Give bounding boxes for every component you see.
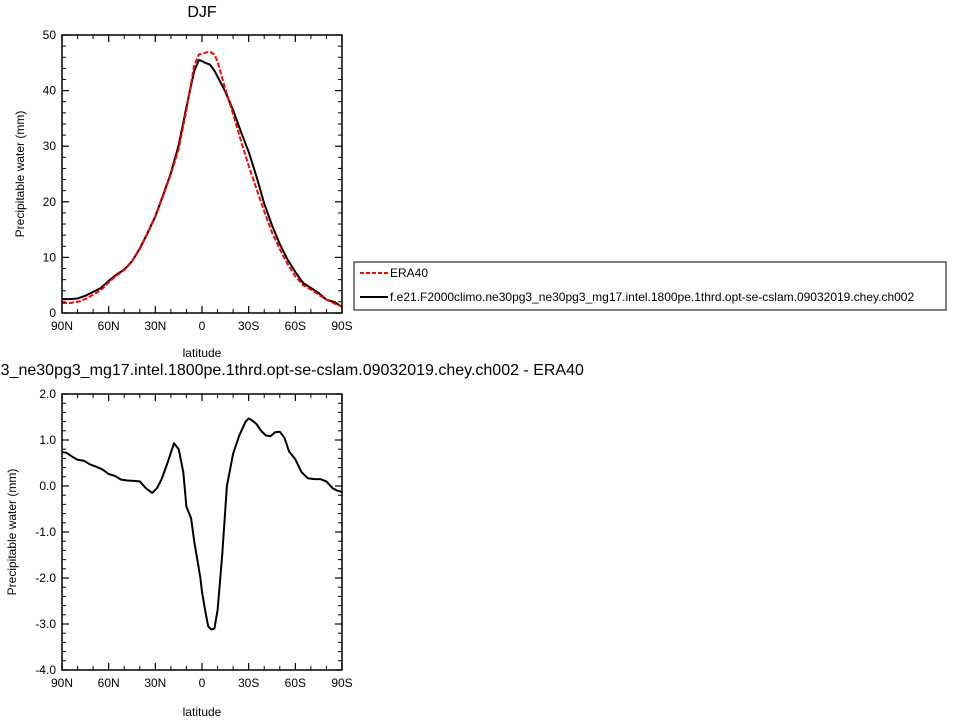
bottom-ytick-label: -3.0 — [35, 617, 56, 631]
bottom-xtick-label: 30S — [238, 676, 259, 690]
top-xtick-label: 0 — [199, 319, 206, 333]
top-series-line-0 — [62, 50, 343, 308]
bottom-panel-title: f.e21.F2000climo.ne30pg3_ne30pg3_mg17.in… — [0, 362, 584, 379]
top-panel-series — [62, 50, 343, 308]
bottom-xtick-label: 60N — [98, 676, 120, 690]
top-ytick-label: 50 — [43, 28, 57, 42]
bottom-panel-ylabel: Precipitable water (mm) — [5, 469, 19, 596]
top-panel-frame — [61, 34, 343, 314]
bottom-ytick-label: -2.0 — [35, 571, 56, 585]
legend-label-era40: ERA40 — [390, 266, 428, 280]
bottom-xtick-label: 60S — [285, 676, 306, 690]
legend-label-model: f.e21.F2000climo.ne30pg3_ne30pg3_mg17.in… — [390, 290, 914, 304]
top-series-line-1 — [62, 59, 343, 308]
top-panel-title: DJF — [187, 4, 217, 21]
top-xtick-label: 30N — [144, 319, 166, 333]
top-ytick-label: 30 — [43, 139, 57, 153]
top-ytick-label: 20 — [43, 195, 57, 209]
top-ytick-label: 0 — [49, 306, 56, 320]
bottom-panel-frame — [61, 393, 343, 671]
bottom-ytick-label: -1.0 — [35, 525, 56, 539]
top-panel-xlabel: latitude — [183, 346, 222, 360]
bottom-ytick-label: -4.0 — [35, 663, 56, 677]
top-xtick-label: 30S — [238, 319, 259, 333]
bottom-ytick-label: 2.0 — [39, 387, 56, 401]
bottom-panel: f.e21.F2000climo.ne30pg3_ne30pg3_mg17.in… — [0, 362, 584, 719]
top-panel-ticks: 90N 60N 30N 0 30S 60S 90S 0 10 20 30 40 50 — [43, 28, 353, 333]
legend-box — [353, 261, 947, 311]
bottom-ytick-label: 1.0 — [39, 433, 56, 447]
bottom-panel-xlabel: latitude — [183, 705, 222, 719]
bottom-xtick-label: 90S — [331, 676, 352, 690]
bottom-xtick-label: 90N — [51, 676, 73, 690]
bottom-ytick-label: 0.0 — [39, 479, 56, 493]
top-xtick-label: 90N — [51, 319, 73, 333]
top-xtick-label: 90S — [331, 319, 352, 333]
top-ytick-label: 40 — [43, 84, 57, 98]
top-xtick-label: 60N — [98, 319, 120, 333]
top-panel: DJF 90N 60N 30N 0 30S 60S 90S 0 10 20 30 40 50 Preci… — [13, 4, 353, 360]
bottom-xtick-label: 0 — [199, 676, 206, 690]
top-panel-ylabel: Precipitable water (mm) — [13, 111, 27, 238]
top-xtick-label: 60S — [285, 319, 306, 333]
bottom-panel-series — [61, 417, 343, 631]
bottom-xtick-label: 30N — [144, 676, 166, 690]
bottom-panel-ticks: 90N 60N 30N 0 30S 60S 90S -4.0 -3.0 -2.0 -1.0 0.0 1.… — [35, 387, 352, 690]
top-ytick-label: 10 — [43, 250, 57, 264]
bottom-series-line-0 — [61, 417, 343, 631]
legend: ERA40 f.e21.F2000climo.ne30pg3_ne30pg3_m… — [353, 261, 947, 311]
